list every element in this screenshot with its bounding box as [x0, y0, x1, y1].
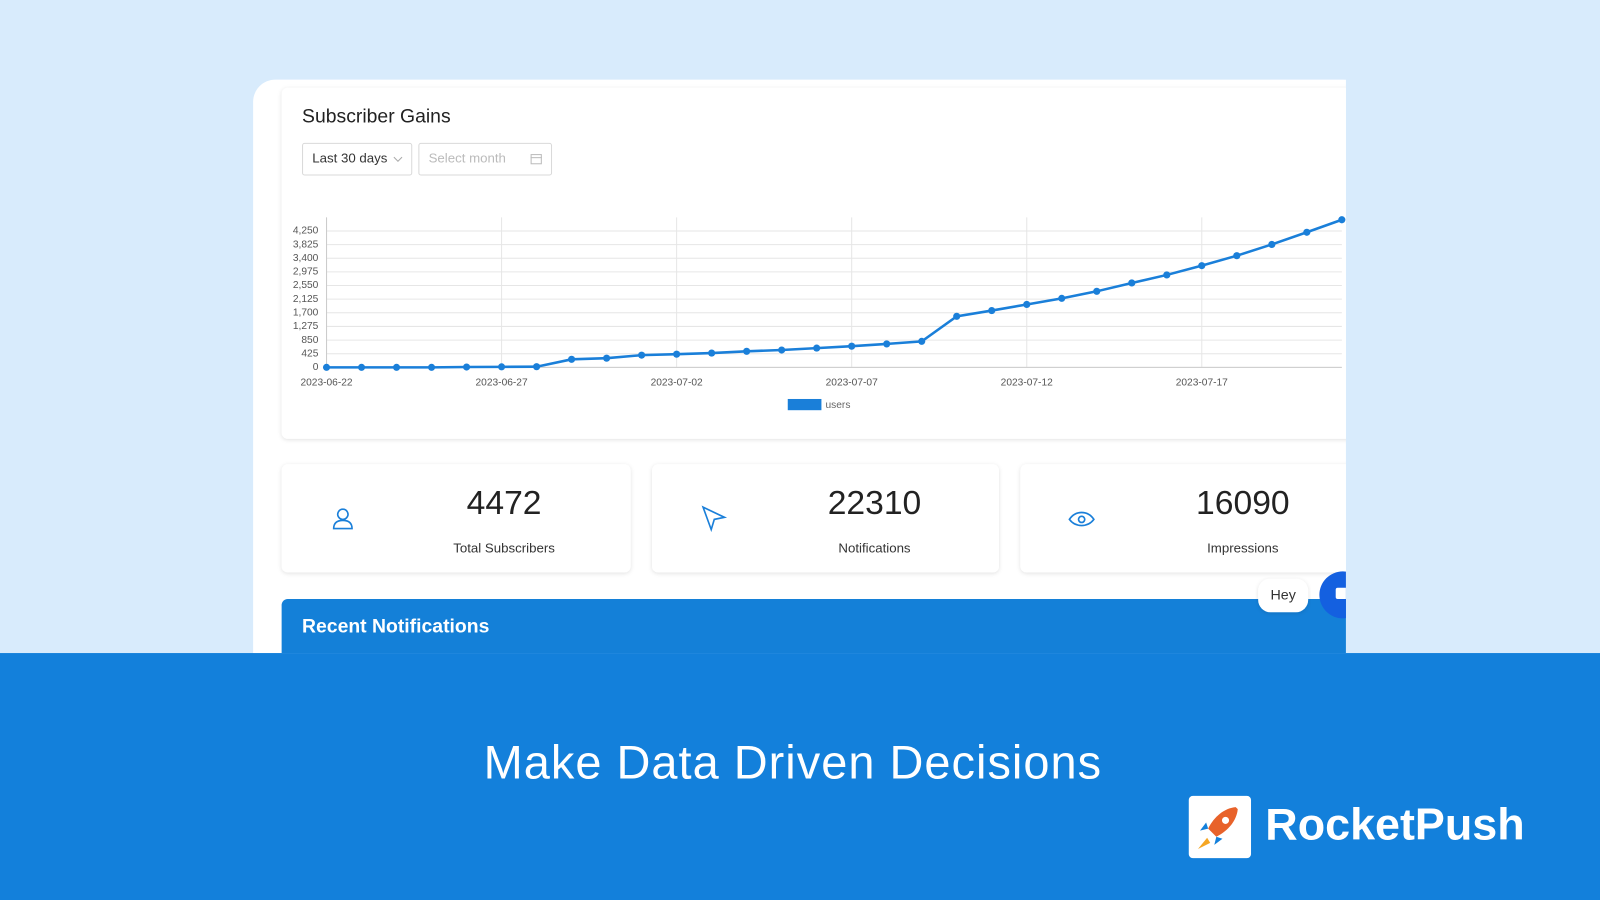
data-point — [357, 363, 366, 371]
x-tick-label: 2023-06-22 — [300, 377, 352, 388]
x-tick-label: 2023-07-17 — [1176, 377, 1228, 388]
data-point — [883, 340, 891, 348]
recent-bar — [281, 598, 1346, 654]
chart-card — [281, 87, 1346, 439]
y-tick-label: 1,700 — [293, 307, 319, 318]
data-point — [813, 344, 821, 352]
data-point — [1268, 240, 1276, 249]
x-tick-label: 2023-06-27 — [476, 377, 528, 388]
dashboard: Subscriber Gains Last 30 days Select mon… — [253, 79, 1366, 654]
stat-card — [652, 464, 999, 573]
stat-value: 22310 — [828, 485, 922, 522]
data-point — [1093, 287, 1101, 295]
data-point — [392, 363, 401, 371]
data-point — [427, 363, 436, 371]
rocket-icon — [1197, 807, 1238, 849]
data-point — [1058, 294, 1066, 302]
y-tick-label: 2,550 — [293, 280, 319, 291]
stat-card — [281, 464, 631, 573]
data-point — [953, 312, 961, 320]
y-tick-label: 850 — [301, 335, 318, 346]
data-point — [568, 355, 576, 363]
data-point — [638, 351, 646, 359]
y-tick-label: 2,975 — [293, 267, 319, 278]
data-point — [1023, 300, 1031, 309]
chat-bubble[interactable] — [1258, 578, 1309, 613]
y-tick-label: 4,250 — [293, 226, 319, 237]
card-title: Subscriber Gains — [302, 105, 451, 127]
stat-icon — [1068, 511, 1095, 527]
data-point — [708, 349, 716, 357]
stat-label: Notifications — [838, 540, 911, 555]
stat-label: Total Subscribers — [453, 540, 555, 555]
x-tick-label: 2023-07-12 — [1001, 377, 1053, 388]
legend-swatch — [787, 398, 822, 411]
data-point — [498, 363, 506, 371]
calendar-icon — [530, 154, 542, 165]
data-point — [533, 363, 541, 371]
data-point — [1338, 216, 1346, 224]
data-point — [1198, 262, 1206, 270]
chat-button[interactable] — [1319, 571, 1366, 619]
data-point — [1163, 271, 1171, 279]
series-line — [326, 218, 1343, 369]
chat-icon — [1335, 587, 1346, 599]
month-placeholder[interactable]: Select month — [429, 151, 506, 166]
brand: RocketPush — [1265, 798, 1524, 849]
banner — [0, 653, 1600, 900]
stat-label: Impressions — [1207, 540, 1279, 555]
data-point — [1303, 228, 1311, 236]
chevron-icon — [393, 156, 403, 162]
legend-label: users — [826, 400, 851, 411]
data-point — [918, 337, 926, 345]
month-picker[interactable] — [418, 142, 553, 176]
chat-bubble-text[interactable]: Hey — [1270, 588, 1296, 604]
stats: 4472 Total Subscribers 22310 Notifications 1… — [281, 464, 1346, 573]
y-tick-label: 2,125 — [293, 294, 319, 305]
y-tick-label: 3,825 — [293, 239, 319, 250]
y-tick-label: 1,275 — [293, 321, 319, 332]
stat-icon — [332, 508, 353, 530]
y-tick-label: 0 — [313, 362, 319, 373]
stat-icon — [701, 505, 728, 533]
range-select-text[interactable]: Last 30 days — [312, 151, 388, 166]
stat-value: 4472 — [467, 485, 542, 522]
data-point — [988, 306, 996, 315]
data-point — [603, 354, 611, 362]
data-point — [1128, 279, 1136, 287]
data-point — [743, 347, 751, 355]
recent-title: Recent Notifications — [302, 616, 489, 638]
data-point — [463, 363, 471, 371]
data-point — [1233, 252, 1241, 260]
y-tick-label: 3,400 — [293, 253, 319, 264]
stat-value: 16090 — [1196, 485, 1290, 522]
chart: 0 425 850 1,275 1,700 2,125 2,550 2,975 3,400 3,8… — [293, 216, 1346, 411]
data-point — [673, 350, 681, 358]
x-tick-label: 2023-07-07 — [826, 377, 878, 388]
x-tick-label: 2023-07-02 — [651, 377, 703, 388]
data-point — [848, 342, 856, 350]
y-tick-label: 425 — [301, 348, 318, 359]
tagline: Make Data Driven Decisions — [484, 737, 1102, 789]
data-point — [778, 346, 786, 354]
range-select[interactable] — [302, 142, 413, 176]
stat-card — [1020, 464, 1346, 573]
data-point — [322, 363, 331, 371]
